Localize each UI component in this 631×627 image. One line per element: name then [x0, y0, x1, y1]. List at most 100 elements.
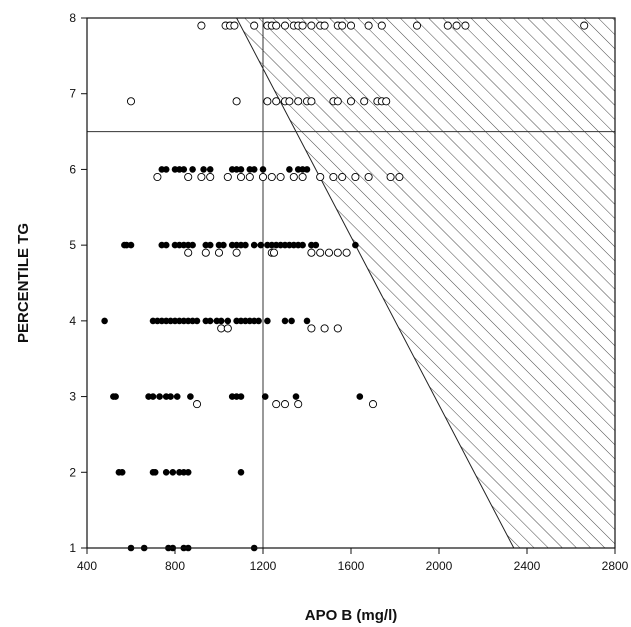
filled-point-18	[112, 393, 119, 400]
x-tick-label-1600: 1600	[338, 559, 365, 573]
filled-point-97	[200, 166, 207, 173]
open-point-64	[280, 21, 290, 30]
filled-point-58	[303, 317, 311, 325]
y-tick-label-6: 6	[69, 162, 76, 176]
open-point-23	[197, 172, 206, 182]
open-point-13	[232, 248, 241, 257]
filled-point-28	[237, 393, 245, 400]
open-point-25	[223, 172, 232, 182]
filled-point-57	[288, 317, 295, 325]
open-point-46	[294, 97, 303, 106]
open-point-35	[338, 172, 347, 182]
open-point-33	[316, 172, 325, 182]
y-axis-title: PERCENTILE TG	[15, 223, 32, 343]
open-point-17	[316, 248, 325, 257]
filled-point-108	[303, 166, 311, 173]
filled-point-92	[162, 166, 170, 173]
filled-point-47	[217, 317, 225, 325]
reference-lines	[87, 18, 615, 548]
open-point-8	[320, 324, 329, 333]
filled-point-61	[127, 241, 135, 249]
open-point-48	[307, 97, 316, 106]
y-tick-label-8: 8	[69, 11, 76, 25]
open-point-75	[377, 21, 386, 30]
hatched-region	[236, 18, 615, 548]
open-point-43	[272, 97, 281, 106]
filled-point-104	[259, 166, 267, 173]
open-point-5	[217, 324, 226, 333]
open-point-38	[386, 172, 395, 182]
filled-point-63	[162, 241, 170, 249]
x-tick-label-800: 800	[165, 559, 185, 573]
open-point-30	[276, 172, 285, 182]
filled-point-78	[257, 241, 265, 249]
y-tick-label-7: 7	[69, 87, 76, 101]
filled-point-21	[156, 393, 163, 400]
open-point-18	[324, 248, 334, 257]
open-point-73	[346, 21, 356, 30]
open-point-45	[285, 97, 294, 106]
x-tick-label-2000: 2000	[426, 559, 453, 573]
open-point-79	[461, 21, 470, 30]
open-point-11	[201, 248, 210, 257]
open-point-34	[329, 172, 338, 182]
y-tick-label-4: 4	[69, 314, 76, 328]
open-point-40	[126, 97, 136, 106]
open-point-59	[230, 21, 239, 30]
filled-point-29	[261, 393, 269, 400]
open-point-70	[320, 21, 329, 30]
open-point-10	[184, 248, 193, 257]
open-point-0	[192, 400, 202, 409]
open-point-37	[364, 172, 373, 182]
filled-point-76	[242, 241, 249, 249]
x-tick-label-1200: 1200	[250, 559, 277, 573]
filled-point-54	[255, 317, 262, 325]
filled-point-56	[281, 317, 289, 325]
open-point-41	[232, 97, 241, 106]
open-point-19	[333, 248, 342, 257]
filled-point-31	[356, 393, 364, 400]
filled-point-89	[312, 241, 320, 249]
open-point-16	[307, 248, 316, 257]
filled-point-96	[189, 166, 196, 173]
open-point-60	[250, 21, 259, 30]
y-tick-label-3: 3	[69, 390, 76, 404]
open-point-72	[338, 21, 347, 30]
open-point-55	[382, 97, 391, 106]
filled-point-32	[101, 317, 108, 325]
filled-point-8	[118, 468, 126, 476]
open-point-22	[184, 172, 193, 182]
open-point-51	[346, 97, 356, 106]
filled-point-98	[206, 166, 214, 173]
filled-point-90	[352, 241, 359, 249]
filled-point-95	[180, 166, 188, 173]
data-points	[101, 21, 589, 552]
open-point-2	[280, 400, 290, 409]
filled-point-24	[173, 393, 181, 400]
open-point-67	[298, 21, 307, 30]
open-point-1	[272, 400, 281, 409]
open-point-32	[298, 172, 307, 182]
open-point-6	[223, 324, 232, 333]
open-point-29	[267, 172, 276, 182]
y-tick-label-5: 5	[69, 238, 76, 252]
open-point-74	[364, 21, 373, 30]
filled-point-55	[264, 317, 271, 325]
open-point-68	[307, 21, 316, 30]
filled-point-87	[299, 241, 306, 249]
filled-point-48	[224, 317, 232, 325]
open-point-26	[236, 172, 246, 182]
y-tick-label-2: 2	[69, 465, 76, 479]
filled-point-30	[292, 393, 300, 400]
filled-point-105	[286, 166, 293, 173]
open-point-77	[443, 21, 452, 30]
y-tick-label-1: 1	[69, 541, 76, 555]
filled-point-12	[169, 468, 177, 476]
filled-point-77	[250, 241, 258, 249]
filled-point-70	[206, 241, 214, 249]
open-point-76	[412, 21, 422, 30]
filled-point-23	[167, 393, 174, 400]
open-point-3	[294, 400, 303, 409]
open-point-4	[368, 400, 378, 409]
